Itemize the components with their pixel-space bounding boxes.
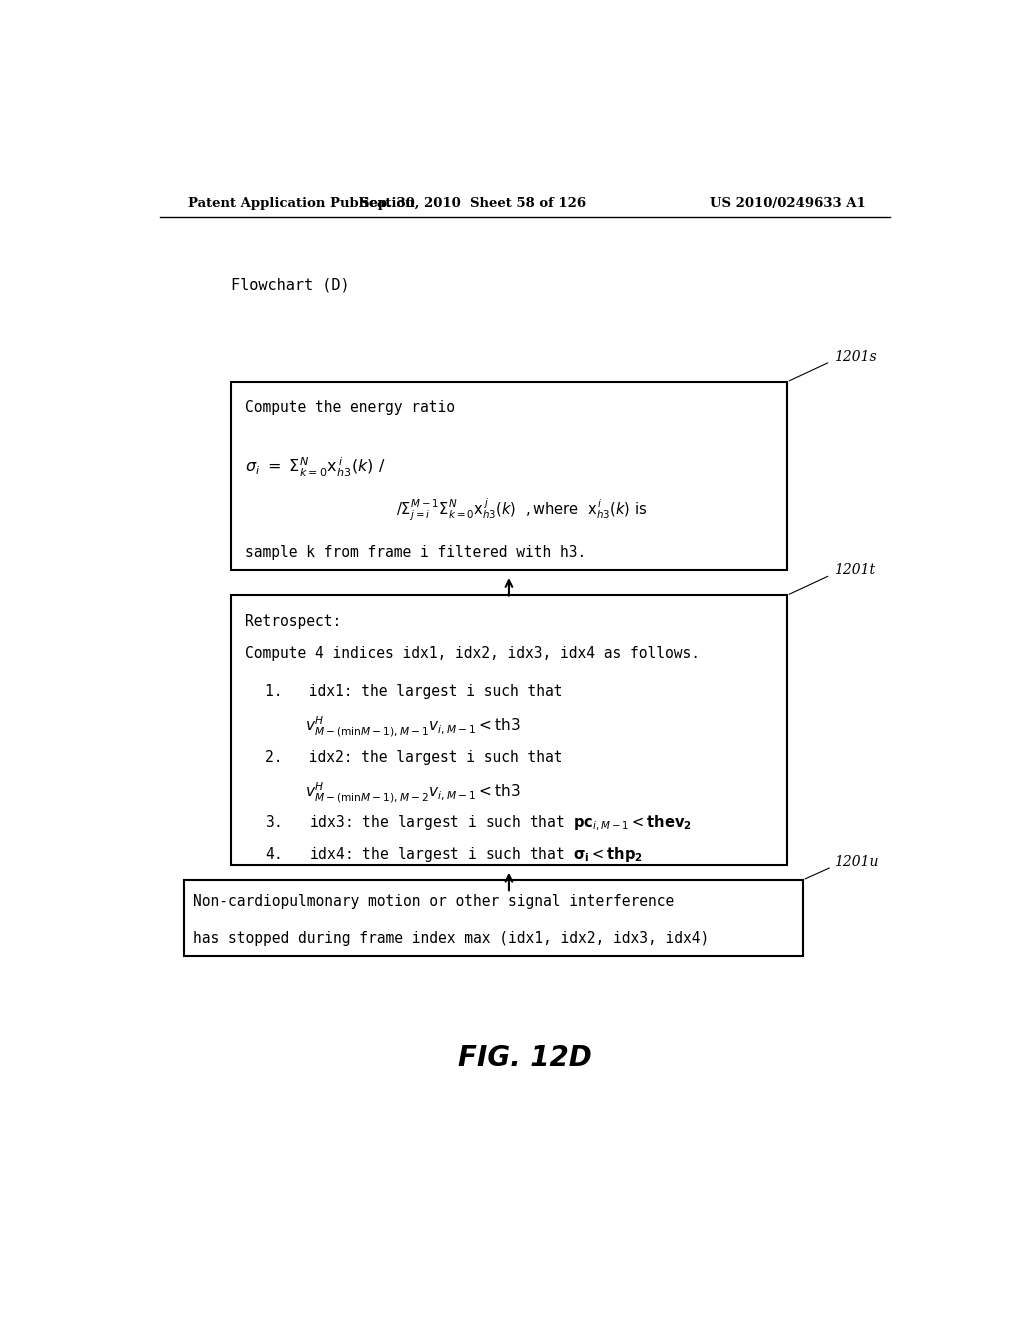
Text: Non-cardiopulmonary motion or other signal interference: Non-cardiopulmonary motion or other sign… [194, 894, 675, 909]
Text: Flowchart (D): Flowchart (D) [231, 279, 350, 293]
Text: FIG. 12D: FIG. 12D [458, 1044, 592, 1072]
Text: sample k from frame i filtered with h3.: sample k from frame i filtered with h3. [246, 545, 587, 560]
Text: 1201u: 1201u [835, 855, 879, 869]
Text: $v_{M-(\mathrm{min}M-1),M-2}^{H}v_{i,M-1}<\mathrm{th3}$: $v_{M-(\mathrm{min}M-1),M-2}^{H}v_{i,M-1… [305, 781, 521, 805]
Text: Patent Application Publication: Patent Application Publication [187, 197, 415, 210]
Bar [231, 595, 786, 865]
Text: Compute the energy ratio: Compute the energy ratio [246, 400, 456, 416]
Text: Compute 4 indices idx1, idx2, idx3, idx4 as follows.: Compute 4 indices idx1, idx2, idx3, idx4… [246, 647, 700, 661]
Text: US 2010/0249633 A1: US 2010/0249633 A1 [711, 197, 866, 210]
Text: 1201t: 1201t [835, 564, 876, 577]
Text: 1.   idx1: the largest i such that: 1. idx1: the largest i such that [265, 684, 563, 698]
Text: $v_{M-(\mathrm{min}M-1),M-1}^{H}v_{i,M-1}<\mathrm{th3}$: $v_{M-(\mathrm{min}M-1),M-1}^{H}v_{i,M-1… [305, 714, 521, 739]
Bar [231, 381, 786, 570]
Text: Sep. 30, 2010  Sheet 58 of 126: Sep. 30, 2010 Sheet 58 of 126 [360, 197, 587, 210]
Text: $\sigma_i\ =\ \Sigma_{k=0}^{N}\mathregular{x}_{h3}^{\,i}(k)\ /$: $\sigma_i\ =\ \Sigma_{k=0}^{N}\mathregul… [246, 457, 386, 479]
Text: Retrospect:: Retrospect: [246, 614, 342, 628]
Text: $/\Sigma_{j=i}^{M-1}\Sigma_{k=0}^{N}\mathregular{x}_{h3}^{\,j}(k)\ \ ,\mathrm{wh: $/\Sigma_{j=i}^{M-1}\Sigma_{k=0}^{N}\mat… [396, 496, 647, 524]
Bar [183, 880, 803, 956]
Text: 1201s: 1201s [835, 350, 877, 363]
Text: 2.   idx2: the largest i such that: 2. idx2: the largest i such that [265, 750, 563, 766]
Text: has stopped during frame index max (idx1, idx2, idx3, idx4): has stopped during frame index max (idx1… [194, 931, 710, 946]
Text: 4.   idx4: the largest i such that $\mathbf{\sigma}_{{\mathbf{i}}}$$<\mathbf{thp: 4. idx4: the largest i such that $\mathb… [265, 845, 643, 863]
Text: 3.   idx3: the largest i such that $\mathbf{pc}_{i,M-1}$$<\mathbf{thev}_{\mathbf: 3. idx3: the largest i such that $\mathb… [265, 813, 692, 833]
